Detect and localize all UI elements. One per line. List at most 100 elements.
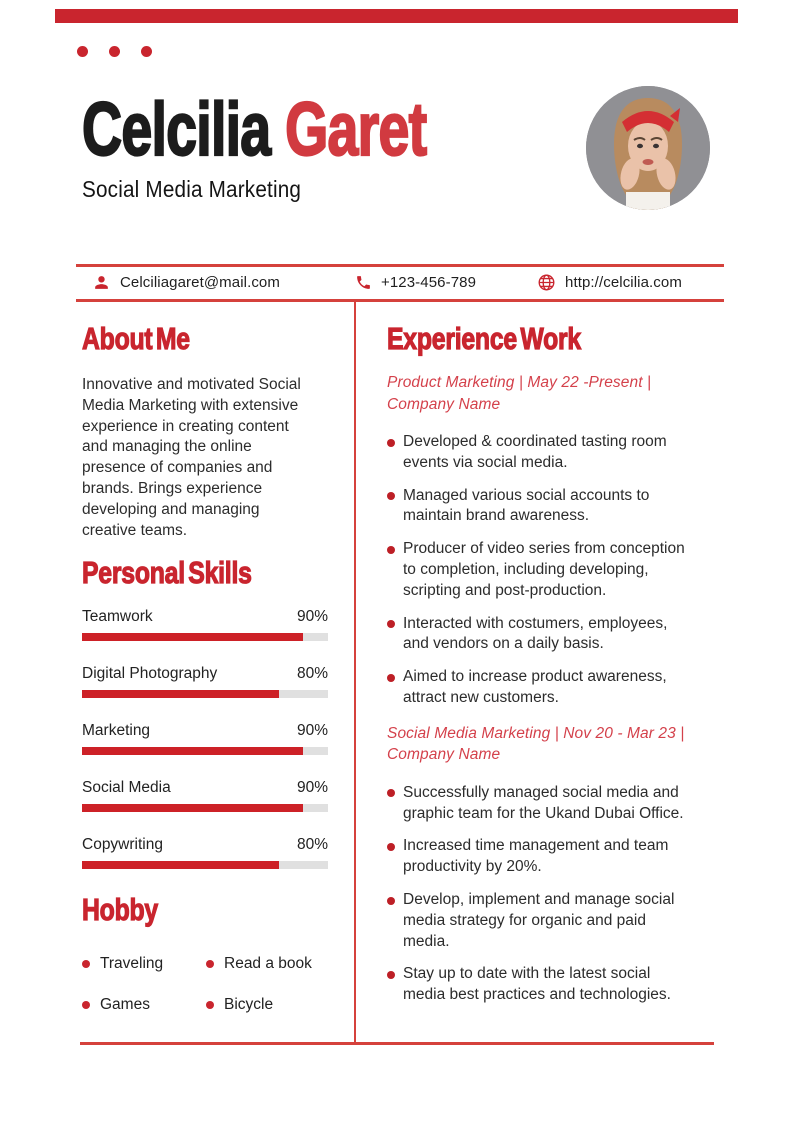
skill-percent: 90% [296, 722, 328, 740]
bullet-icon [206, 1000, 214, 1009]
skill-row: Digital Photography 80% [82, 665, 328, 699]
skill-bar-fill [82, 804, 304, 813]
hobby-item: Read a book [206, 953, 342, 974]
contact-divider-top [76, 264, 724, 267]
experience-section: Experience Work Product Marketing | May … [387, 321, 723, 1018]
profile-photo [586, 86, 710, 210]
skill-label: Copywriting [82, 836, 163, 854]
contact-divider-bottom [76, 299, 724, 302]
bullet-icon [82, 1000, 90, 1009]
hobby-heading: Hobby [82, 892, 159, 927]
job-bullet: Managed various social accounts to maint… [387, 486, 717, 528]
job-bullet-text: Stay up to date with the latest social m… [403, 965, 671, 1004]
contact-phone: +123-456-789 [355, 270, 476, 294]
skill-percent: 80% [296, 836, 328, 854]
job-bullet: Stay up to date with the latest social m… [387, 964, 717, 1006]
hobby-item: Traveling [82, 953, 206, 974]
person-role: Social Media Marketing [82, 176, 302, 202]
skill-row-header: Teamwork 90% [82, 608, 328, 629]
skill-label: Teamwork [82, 608, 153, 626]
skill-row: Marketing 90% [82, 722, 328, 756]
job-bullet: Increased time management and team produ… [387, 836, 717, 878]
job-bullet: Develop, implement and manage social med… [387, 890, 717, 952]
contact-website: http://celcilia.com [537, 270, 682, 294]
job-bullet: Interacted with costumers, employees, an… [387, 614, 717, 656]
bullet-icon [387, 438, 395, 447]
bullet-icon [82, 959, 90, 968]
person-first-name: Celcilia [81, 87, 286, 171]
hobby-item: Games [82, 994, 206, 1015]
bullet-icon [387, 842, 395, 851]
hobby-list: Traveling Read a book Games Bicycle [82, 953, 342, 1015]
skill-row-header: Copywriting 80% [82, 836, 328, 857]
bottom-accent-line [80, 1042, 714, 1045]
skill-bar-fill [82, 861, 279, 870]
skill-row-header: Marketing 90% [82, 722, 328, 743]
hobby-item: Bicycle [206, 994, 342, 1015]
bullet-icon [387, 492, 395, 501]
email-text: Celciliagaret@mail.com [120, 273, 280, 291]
about-heading: About Me [82, 321, 191, 356]
skill-bar-track [82, 633, 328, 642]
skill-percent: 80% [296, 665, 328, 683]
job-bullet-text: Successfully managed social media and gr… [403, 783, 684, 822]
hobby-section: Hobby Traveling Read a book Games Bicycl… [82, 892, 342, 1015]
bullet-icon [387, 545, 395, 554]
skill-label: Social Media [82, 779, 171, 797]
skill-bar-fill [82, 633, 304, 642]
hobby-label: Traveling [100, 954, 164, 972]
skill-percent: 90% [296, 608, 328, 626]
person-name: Celcilia Garet [81, 90, 428, 167]
skill-row: Copywriting 80% [82, 836, 328, 870]
dot-icon [141, 46, 152, 57]
skills-section: Personal Skills Teamwork 90% Digital Pho… [82, 555, 328, 893]
job-bullet-list: Successfully managed social media and gr… [387, 783, 717, 1006]
decorative-dots [77, 46, 152, 57]
skill-label: Marketing [82, 722, 151, 740]
experience-heading: Experience Work [387, 321, 582, 356]
skill-bar-track [82, 747, 328, 756]
globe-icon [538, 274, 555, 290]
bullet-icon [387, 789, 395, 798]
phone-icon [357, 275, 370, 289]
job-bullet-text: Increased time management and team produ… [403, 837, 669, 876]
skill-bar-fill [82, 690, 279, 699]
experience-job: Product Marketing | May 22 -Present | Co… [387, 372, 723, 709]
skills-list: Teamwork 90% Digital Photography 80% Mar… [82, 608, 328, 870]
bullet-icon [387, 970, 395, 979]
bullet-icon [387, 673, 395, 682]
job-bullet-text: Interacted with costumers, employees, an… [403, 614, 668, 653]
hobby-label: Bicycle [224, 995, 274, 1013]
job-bullet: Producer of video series from conception… [387, 539, 717, 601]
skill-row-header: Digital Photography 80% [82, 665, 328, 686]
bullet-icon [206, 959, 214, 968]
experience-job: Social Media Marketing | Nov 20 - Mar 23… [387, 723, 723, 1006]
job-bullet-text: Develop, implement and manage social med… [403, 891, 675, 950]
job-bullet-text: Developed & coordinated tasting room eve… [403, 433, 667, 471]
contact-email: Celciliagaret@mail.com [92, 270, 280, 294]
column-divider-line [354, 301, 356, 1042]
skill-bar-track [82, 804, 328, 813]
profile-photo-illustration [586, 86, 710, 210]
skill-bar-track [82, 690, 328, 699]
person-last-name: Garet [284, 87, 428, 171]
job-bullet: Developed & coordinated tasting room eve… [387, 432, 717, 474]
skills-heading: Personal Skills [82, 555, 253, 590]
dot-icon [77, 46, 88, 57]
person-icon [95, 275, 108, 289]
job-bullet-text: Managed various social accounts to maint… [403, 486, 650, 525]
job-bullet: Successfully managed social media and gr… [387, 783, 717, 825]
skill-row: Teamwork 90% [82, 608, 328, 642]
dot-icon [109, 46, 120, 57]
bullet-icon [387, 896, 395, 905]
hobby-label: Games [100, 995, 150, 1013]
skill-label: Digital Photography [82, 665, 218, 683]
top-accent-bar [55, 9, 738, 23]
phone-text: +123-456-789 [381, 273, 477, 291]
skill-bar-fill [82, 747, 304, 756]
job-bullet-text: Producer of video series from conception… [403, 540, 685, 599]
job-bullet: Aimed to increase product awareness, att… [387, 667, 717, 709]
skill-row-header: Social Media 90% [82, 779, 328, 800]
website-text: http://celcilia.com [565, 273, 682, 291]
